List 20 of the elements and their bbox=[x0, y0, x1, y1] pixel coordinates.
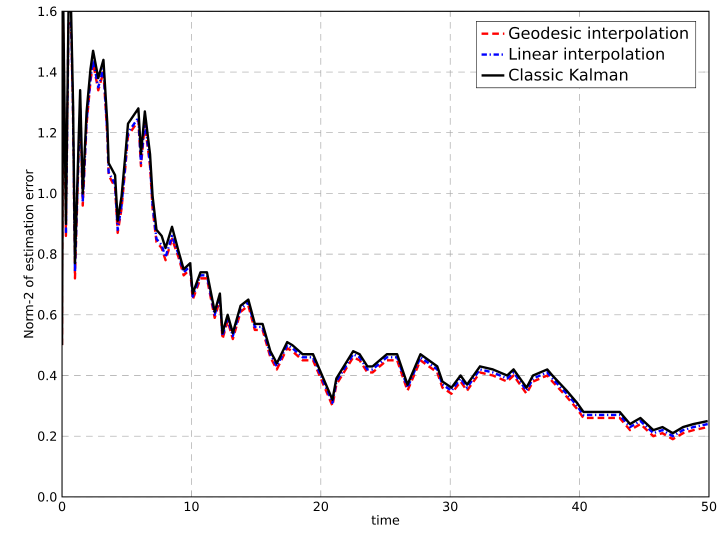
y-tick-label: 0.6 bbox=[38, 310, 57, 320]
y-tick-label: 0.2 bbox=[38, 431, 56, 441]
y-tick-label: 1.4 bbox=[38, 67, 57, 77]
y-tick-label: 0.4 bbox=[38, 370, 57, 380]
x-axis-title: time bbox=[372, 514, 400, 525]
legend-label: Classic Kalman bbox=[509, 68, 628, 81]
y-tick-label: 1.0 bbox=[38, 188, 56, 198]
y-tick-label: 0.0 bbox=[38, 492, 56, 502]
x-tick-label: 30 bbox=[443, 501, 458, 512]
x-tick-label: 10 bbox=[184, 501, 199, 512]
x-tick-label: 40 bbox=[572, 501, 587, 512]
legend-label: Linear interpolation bbox=[510, 47, 664, 63]
x-tick-label: 20 bbox=[314, 501, 328, 512]
y-axis-title: Norm-2 of estimation error bbox=[24, 169, 34, 338]
x-tick-label: 0 bbox=[58, 501, 66, 512]
x-tick-label: 50 bbox=[702, 501, 716, 512]
y-tick-label: 0.8 bbox=[38, 249, 56, 259]
y-tick-label: 1.2 bbox=[38, 128, 56, 138]
y-tick-label: 1.6 bbox=[38, 6, 57, 16]
legend-label: Geodesic interpolation bbox=[509, 26, 688, 42]
